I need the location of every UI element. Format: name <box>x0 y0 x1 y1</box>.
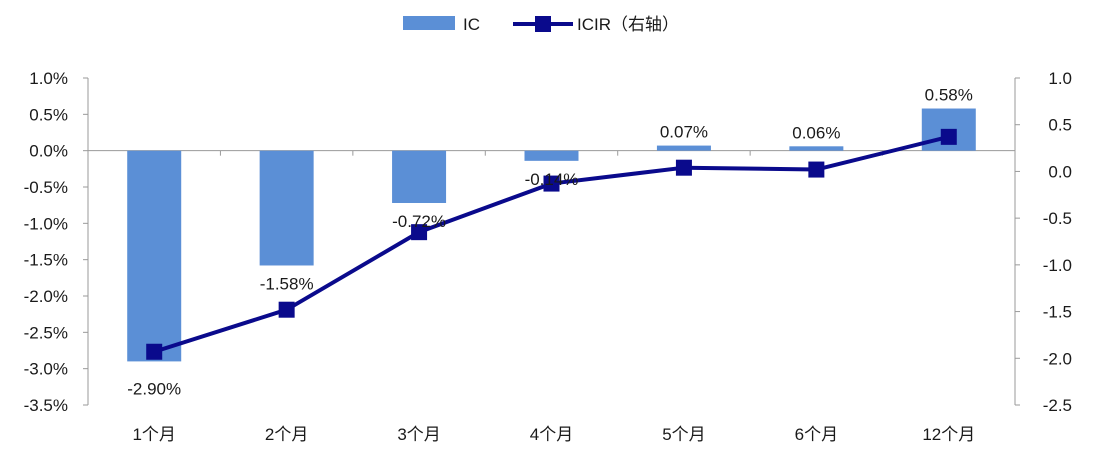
x-tick-label: 2个月 <box>265 425 308 444</box>
ic-bar <box>656 145 711 151</box>
legend-icir-marker <box>535 16 551 32</box>
icir-marker <box>278 301 295 318</box>
legend-icir-label: ICIR（右轴） <box>577 15 679 34</box>
y-left-tick-label: 1.0% <box>29 69 68 88</box>
icir-marker <box>543 175 560 192</box>
y-left-tick-label: -1.5% <box>24 251 68 270</box>
ic-data-label: 0.07% <box>660 123 708 142</box>
ic-bar <box>524 150 579 161</box>
y-right-tick-label: -2.5 <box>1043 396 1072 415</box>
y-left-tick-label: -2.0% <box>24 287 68 306</box>
ic-bar <box>127 150 182 362</box>
x-tick-label: 12个月 <box>922 425 975 444</box>
y-left-tick-label: -0.5% <box>24 178 68 197</box>
y-left-tick-label: -3.5% <box>24 396 68 415</box>
ic-bars <box>127 108 976 362</box>
y-left-tick-label: -1.0% <box>24 214 68 233</box>
icir-line-series <box>146 128 957 360</box>
data-labels: -2.90% -1.58% -0.72% -0.14% 0.07% 0.06% 0.58% <box>127 86 973 399</box>
legend-ic-label: IC <box>463 15 480 34</box>
axes: 1.0% 0.5% 0.0% -0.5% -1.0% -1.5% -2.0% -2.5% -3.… <box>24 69 1072 444</box>
y-right-tick-label: 0.5 <box>1048 116 1072 135</box>
y-right-tick-label: 1.0 <box>1048 69 1072 88</box>
icir-marker <box>146 343 163 360</box>
y-right-tick-label: -0.5 <box>1043 209 1072 228</box>
icir-marker <box>808 161 825 178</box>
y-right-tick-label: 0.0 <box>1048 162 1072 181</box>
icir-marker <box>411 224 428 241</box>
ic-data-label: -2.90% <box>127 379 181 398</box>
x-tick-label: 6个月 <box>795 425 838 444</box>
y-left-tick-label: -3.0% <box>24 360 68 379</box>
x-tick-label: 1个月 <box>132 425 175 444</box>
icir-marker <box>940 128 957 145</box>
x-tick-label: 3个月 <box>397 425 440 444</box>
y-left-tick-label: 0.0% <box>29 142 68 161</box>
ic-bar <box>789 146 844 151</box>
legend: IC ICIR（右轴） <box>403 15 679 34</box>
y-right-tick-label: -2.0 <box>1043 349 1072 368</box>
ic-bar <box>259 150 314 266</box>
x-tick-label: 5个月 <box>662 425 705 444</box>
icir-marker <box>675 159 692 176</box>
ic-data-label: 0.06% <box>792 123 840 142</box>
y-left-tick-label: 0.5% <box>29 105 68 124</box>
ic-data-label: -1.58% <box>260 274 314 293</box>
ic-data-label: 0.58% <box>925 86 973 105</box>
ic-data-label: -0.72% <box>392 212 446 231</box>
legend-ic-swatch <box>403 16 455 30</box>
y-right-tick-label: -1.0 <box>1043 256 1072 275</box>
ic-bar <box>392 150 447 203</box>
x-tick-label: 4个月 <box>530 425 573 444</box>
ic-data-label: -0.14% <box>525 170 579 189</box>
y-right-tick-label: -1.5 <box>1043 303 1072 322</box>
y-left-tick-label: -2.5% <box>24 323 68 342</box>
